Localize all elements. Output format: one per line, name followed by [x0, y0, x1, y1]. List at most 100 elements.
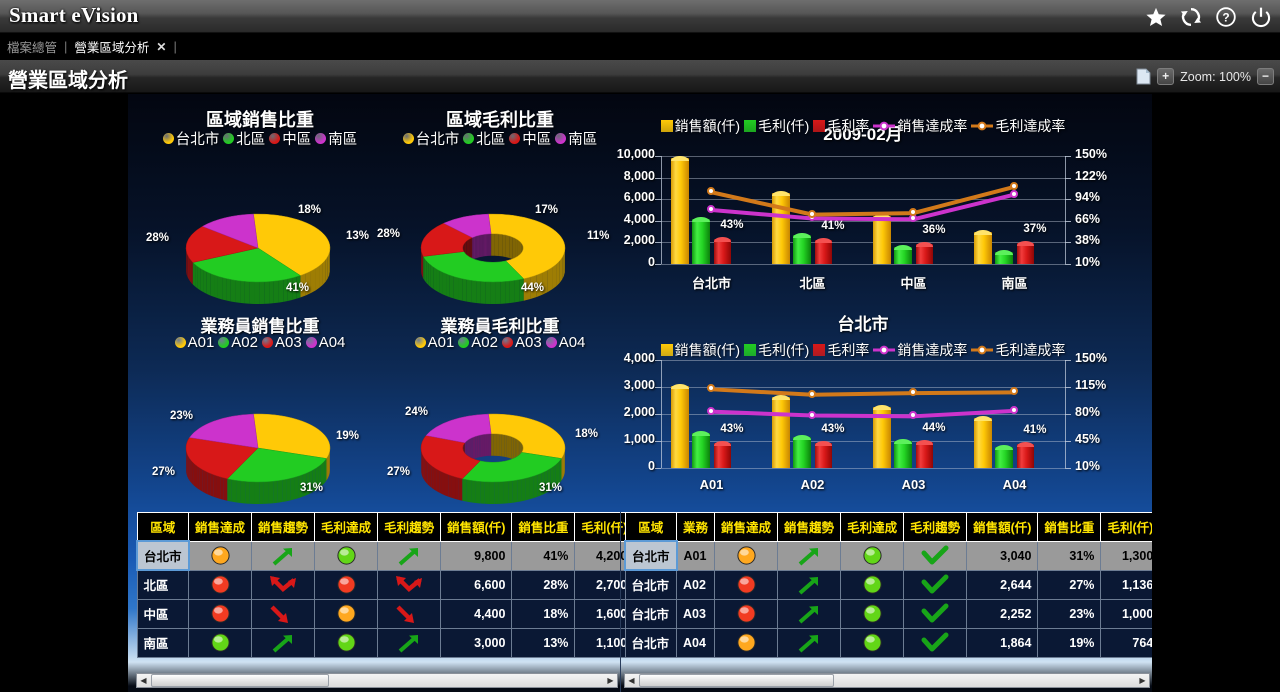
table-row[interactable]: 北區 6,600 28% 2,700 [136, 569, 635, 600]
y2-axis-tick: 66% [1075, 211, 1101, 226]
legend-swatch [555, 133, 567, 144]
column-header[interactable]: 銷售達成 [714, 512, 779, 542]
bar-top [772, 190, 790, 196]
pie-slice-label: 11% [587, 230, 610, 242]
legend-swatch [744, 344, 756, 356]
y2-axis-tick-mark [1065, 360, 1071, 361]
table-row[interactable]: 台北市 A03 2,252 23% 1,000 [624, 598, 1152, 629]
zoom-out-button[interactable]: − [1257, 68, 1274, 85]
power-icon[interactable] [1250, 6, 1272, 28]
y-axis-tick: 4,000 [623, 351, 655, 365]
gridline [661, 387, 1065, 388]
dashboard-content: 區域銷售比重 台北市 北區 中區 南區 41% 28% 18% 13% 區域毛利比重 台北市 北區 中區… [128, 94, 1152, 692]
scroll-thumb[interactable] [639, 674, 834, 687]
status-light-red [736, 604, 756, 623]
title-bar-icons: ? [1145, 0, 1272, 33]
column-header[interactable]: 銷售比重 [511, 512, 576, 542]
scroll-right-arrow[interactable]: ▶ [1139, 676, 1146, 685]
document-icon[interactable] [1136, 68, 1151, 85]
legend-label: 毛利(仟) [758, 342, 810, 358]
legend-label: A02 [231, 334, 258, 351]
legend-item: 毛利率 [813, 340, 869, 360]
region-profit-pie-legend: 台北市 北區 中區 南區 [375, 128, 625, 149]
help-icon[interactable]: ? [1215, 6, 1237, 28]
favorite-star-icon[interactable] [1145, 6, 1167, 28]
tab-region-analysis[interactable]: 營業區域分析 ✕ [67, 33, 173, 60]
zoom-in-button[interactable]: + [1157, 68, 1175, 85]
legend-swatch [315, 133, 327, 144]
legend-swatch [660, 344, 673, 356]
bar-top [692, 430, 710, 436]
legend-label: 毛利(仟) [758, 118, 810, 134]
column-header[interactable]: 區域 [136, 512, 190, 542]
legend-item: A02 [218, 334, 258, 351]
column-header[interactable]: 銷售趨勢 [251, 512, 316, 542]
table-row[interactable]: 台北市 9,800 41% 4,200 [136, 540, 635, 571]
column-header[interactable]: 區域 [624, 512, 678, 542]
scroll-left-arrow[interactable]: ◀ [628, 676, 635, 685]
region-combo-chart-legend: 銷售額(仟) 毛利(仟) 毛利率 銷售達成率 毛利達成率 [583, 116, 1143, 136]
scroll-track[interactable] [150, 674, 604, 687]
column-header[interactable]: 毛利趨勢 [377, 512, 442, 542]
trend-arrow-up [398, 547, 419, 566]
bar-value-label: 44% [922, 421, 946, 434]
refresh-icon[interactable] [1180, 6, 1202, 28]
region-summary-table-scrollbar[interactable]: ◀ ▶ [136, 673, 618, 688]
tab-close-icon[interactable]: ✕ [156, 39, 167, 54]
status-light-green [862, 546, 882, 565]
legend-label: 毛利達成率 [995, 342, 1066, 358]
column-header[interactable]: 業務 [676, 512, 716, 542]
line-data-point [706, 384, 715, 393]
column-header[interactable]: 毛利(仟) [1100, 512, 1152, 542]
y2-axis-line [1065, 360, 1066, 468]
legend-line-marker [873, 120, 896, 132]
table-row[interactable]: 台北市 A02 2,644 27% 1,136 [624, 569, 1152, 600]
table-row[interactable]: 台北市 A01 3,040 31% 1,300 [624, 540, 1152, 571]
column-header[interactable]: 毛利(仟) [574, 512, 635, 542]
legend-item: 銷售額(仟) [660, 340, 740, 360]
table-row[interactable]: 中區 4,400 18% 1,600 [136, 598, 635, 629]
column-header[interactable]: 銷售達成 [188, 512, 253, 542]
gridline [661, 199, 1065, 201]
column-header[interactable]: 銷售趨勢 [777, 512, 842, 542]
tab-file-explorer[interactable]: 檔案總管 [0, 33, 64, 60]
status-light-green [336, 633, 356, 652]
column-header[interactable]: 毛利達成 [840, 512, 905, 542]
legend-item: 毛利達成率 [971, 340, 1065, 360]
scroll-left-arrow[interactable]: ◀ [140, 676, 147, 685]
sales-trend-cell [251, 569, 316, 600]
pie-slice-label: 23% [170, 410, 194, 422]
table-cell: 9,800 [440, 540, 513, 571]
legend-item: 銷售達成率 [873, 340, 967, 360]
legend-item: 毛利(仟) [744, 340, 809, 360]
scroll-thumb[interactable] [151, 674, 329, 687]
line-data-point [1009, 189, 1018, 198]
y-axis-tick: 4,000 [623, 211, 655, 226]
table-row[interactable]: 南區 3,000 13% 1,100 [136, 627, 635, 658]
table-cell: 1,300 [1100, 540, 1152, 571]
legend-swatch [262, 337, 273, 348]
legend-swatch [269, 133, 281, 144]
column-header[interactable]: 銷售比重 [1037, 512, 1102, 542]
sales-person-profit-pie: 業務員毛利比重 A01 A02 A03 A04 31% 27% 24% 18% [375, 306, 625, 506]
table-header-row: 區域 銷售達成 銷售趨勢 毛利達成 毛利趨勢 銷售額(仟) 銷售比重 毛利(仟) [136, 512, 635, 542]
trend-arrow-up [798, 634, 819, 653]
scroll-track[interactable] [638, 674, 1136, 687]
scroll-right-arrow[interactable]: ▶ [607, 676, 614, 685]
bar-top [1016, 442, 1035, 448]
status-light-red [736, 575, 756, 594]
tab-separator: | [173, 39, 177, 54]
legend-item: 銷售額(仟) [660, 116, 740, 136]
sales-status-cell [188, 540, 253, 571]
table-row[interactable]: 台北市 A04 1,864 19% 764 [624, 627, 1152, 658]
column-header[interactable]: 銷售額(仟) [440, 512, 513, 542]
column-header[interactable]: 銷售額(仟) [966, 512, 1039, 542]
column-header[interactable]: 毛利達成 [314, 512, 379, 542]
trend-arrow-check [921, 632, 949, 651]
column-header[interactable]: 毛利趨勢 [903, 512, 968, 542]
pie-slice-label: 24% [405, 406, 429, 418]
bar-top [713, 440, 732, 446]
pie-slice-label: 18% [298, 204, 322, 216]
salesperson-detail-table-scrollbar[interactable]: ◀ ▶ [624, 673, 1150, 688]
bar [995, 252, 1013, 264]
